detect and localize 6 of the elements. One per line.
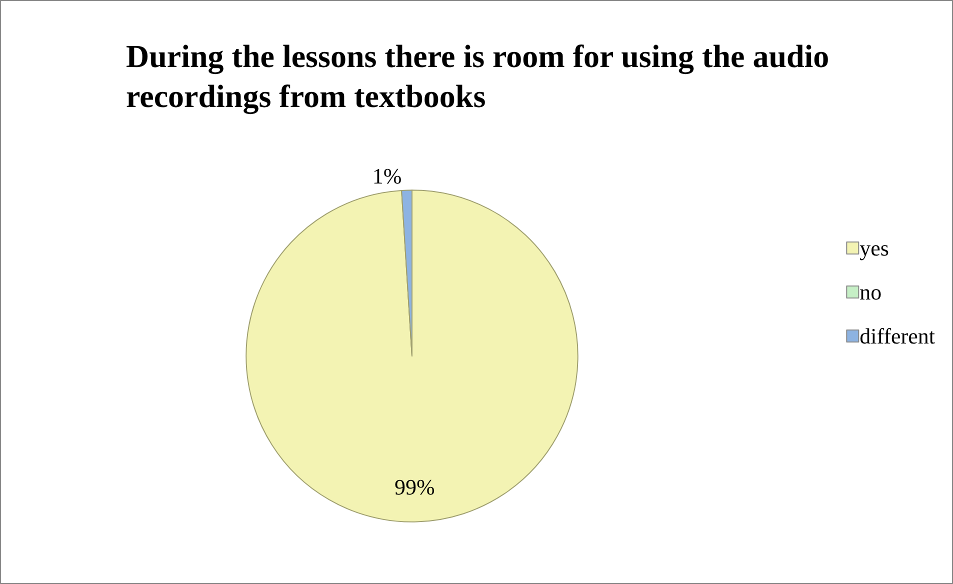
data-label: 1% — [372, 164, 402, 189]
legend-label: different — [860, 324, 936, 348]
chart-title: During the lessons there is room for using the audio recordings from textbooks — [126, 38, 838, 115]
data-label: 99% — [394, 474, 435, 500]
legend-label: yes — [860, 236, 889, 260]
legend-label: no — [860, 280, 882, 304]
